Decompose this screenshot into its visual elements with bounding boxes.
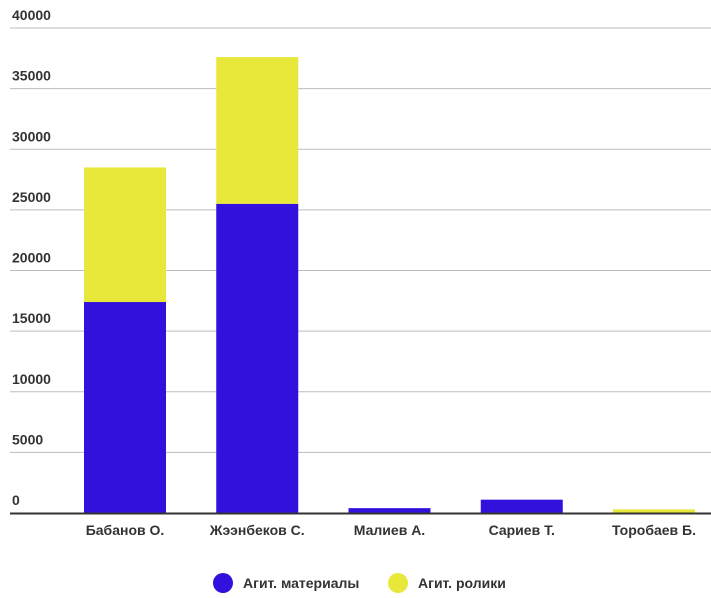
y-tick-label: 10000 (12, 371, 51, 387)
y-tick-label: 20000 (12, 250, 51, 266)
legend-swatch (213, 573, 233, 593)
y-tick-label: 0 (12, 492, 20, 508)
y-tick-label: 40000 (12, 7, 51, 23)
x-tick-label: Жээнбеков С. (209, 522, 305, 538)
bar-segment (348, 508, 431, 513)
bar-segment (84, 167, 166, 303)
legend-swatch (388, 573, 408, 593)
bar-segment (216, 203, 299, 513)
x-axis-labels: Бабанов О. Жээнбеков С. Малиев А. Сариев Т.… (86, 522, 696, 538)
y-tick-label: 30000 (12, 128, 51, 144)
y-tick-label: 5000 (12, 431, 43, 447)
y-axis-ticks: 0 5000 10000 15000 20000 25000 30000 35000 40000 (12, 7, 51, 508)
bars (84, 57, 695, 513)
bar-segment (216, 57, 299, 204)
legend-label: Агит. материалы (243, 575, 359, 591)
x-tick-label: Сариев Т. (489, 522, 555, 538)
x-tick-label: Бабанов О. (86, 522, 165, 538)
y-tick-label: 25000 (12, 189, 51, 205)
legend-label: Агит. ролики (418, 575, 506, 591)
y-tick-label: 35000 (12, 68, 51, 84)
y-tick-label: 15000 (12, 310, 51, 326)
legend: Агит. материалы Агит. ролики (213, 573, 506, 593)
bar-segment (480, 499, 563, 513)
x-tick-label: Торобаев Б. (612, 522, 696, 538)
bar-segment (613, 509, 695, 513)
x-tick-label: Малиев А. (354, 522, 425, 538)
bar-segment (84, 302, 166, 513)
